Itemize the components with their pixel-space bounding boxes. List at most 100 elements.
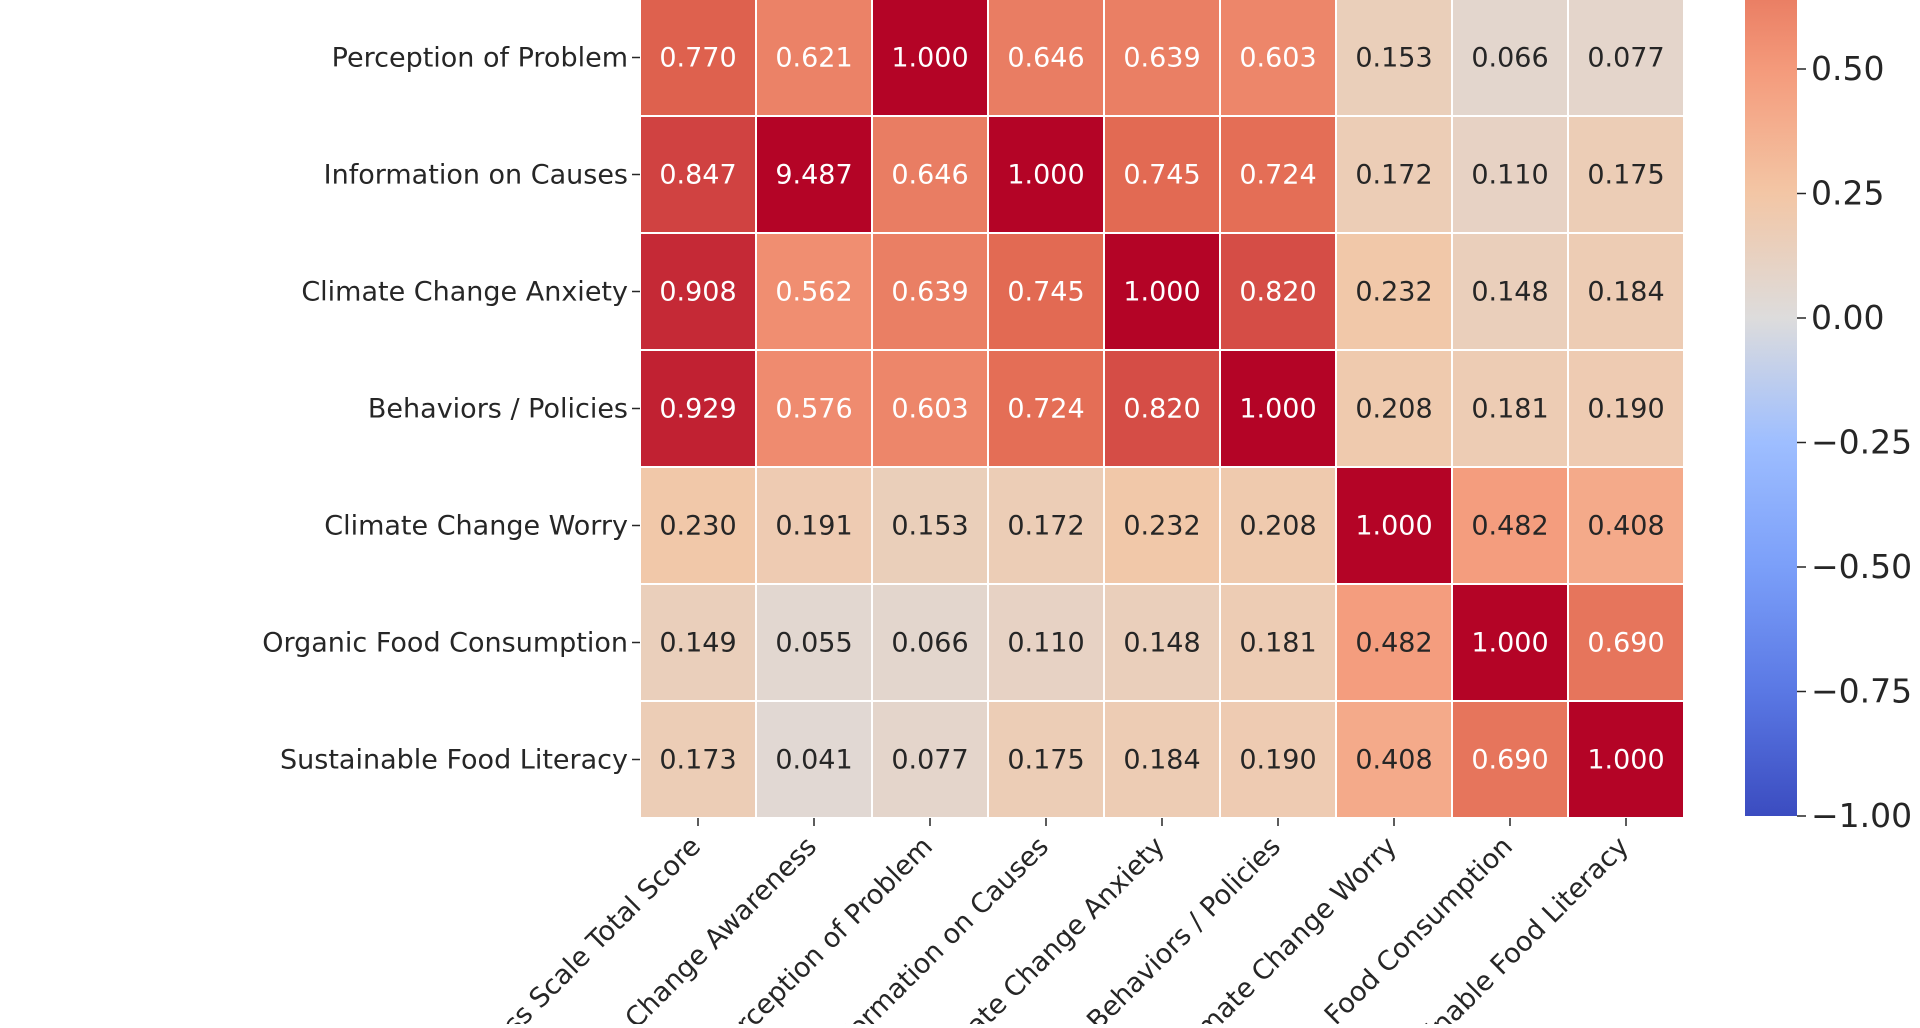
cell-value-label: 0.646	[891, 160, 968, 191]
row-label: Climate Change Anxiety	[301, 277, 628, 308]
cell-value-label: 1.000	[1355, 511, 1432, 542]
heatmap-cell	[1103, 115, 1221, 234]
cell-value-label: 0.562	[775, 277, 852, 308]
cell-value-label: 0.646	[1007, 43, 1084, 74]
row-label: Information on Causes	[324, 160, 628, 191]
heatmap-cell	[755, 583, 873, 702]
heatmap-cell	[1335, 466, 1453, 585]
heatmap-cell	[987, 583, 1105, 702]
colorbar-tick-label: 0.50	[1811, 49, 1884, 88]
cell-value-label: 0.230	[659, 511, 736, 542]
row-label: Organic Food Consumption	[262, 628, 628, 659]
cell-value-label: 0.066	[1471, 43, 1548, 74]
heatmap-cell	[1103, 349, 1221, 468]
column-label: inable Food Literacy	[1420, 831, 1635, 1024]
heatmap-cell	[871, 349, 989, 468]
heatmap-cell	[639, 232, 757, 351]
colorbar-gradient	[1745, 0, 1797, 816]
heatmap-cell	[1335, 700, 1453, 819]
cell-value-label: 0.153	[1355, 43, 1432, 74]
row-label: Perception of Problem	[332, 43, 628, 74]
heatmap-cell	[1567, 466, 1685, 585]
cell-value-label: 0.191	[775, 511, 852, 542]
heatmap-cell	[1219, 466, 1337, 585]
heatmap-cell	[1451, 0, 1569, 117]
heatmap-cell	[871, 115, 989, 234]
cell-value-label: 0.173	[659, 745, 736, 776]
cell-value-label: 0.077	[891, 745, 968, 776]
heatmap-cell	[1567, 0, 1685, 117]
cell-value-label: 0.745	[1123, 160, 1200, 191]
heatmap-cell	[1567, 349, 1685, 468]
heatmap-cell	[987, 115, 1105, 234]
cell-value-label: 0.408	[1587, 511, 1664, 542]
cell-value-label: 0.232	[1123, 511, 1200, 542]
cell-value-label: 0.482	[1355, 628, 1432, 659]
cell-value-label: 0.603	[891, 394, 968, 425]
cell-value-label: 0.077	[1587, 43, 1664, 74]
heatmap-cell	[1219, 0, 1337, 117]
cell-value-label: 0.482	[1471, 511, 1548, 542]
cell-value-label: 0.690	[1471, 745, 1548, 776]
cell-value-label: 0.603	[1239, 43, 1316, 74]
cell-value-label: 0.724	[1239, 160, 1316, 191]
cell-value-label: 0.041	[775, 745, 852, 776]
cell-value-label: 0.181	[1239, 628, 1316, 659]
heatmap-cells: 0.770 0.621 1.000 0.646 0.639 0.603 0.153 0.066…	[639, 0, 1685, 819]
heatmap-cell	[987, 466, 1105, 585]
heatmap-cell	[987, 0, 1105, 117]
heatmap-cell	[639, 0, 757, 117]
cell-value-label: 0.066	[891, 628, 968, 659]
colorbar-tick-label: −0.25	[1811, 423, 1912, 462]
cell-value-label: 0.208	[1355, 394, 1432, 425]
heatmap-cell	[871, 232, 989, 351]
heatmap-cell	[1335, 583, 1453, 702]
cell-value-label: 0.929	[659, 394, 736, 425]
cell-value-label: 0.175	[1587, 160, 1664, 191]
cell-value-label: 1.000	[1239, 394, 1316, 425]
row-labels: Perception of Problem Information on Caus…	[262, 43, 640, 776]
heatmap-cell	[755, 700, 873, 819]
heatmap-cell	[639, 115, 757, 234]
cell-value-label: 0.820	[1123, 394, 1200, 425]
row-label: Behaviors / Policies	[368, 394, 628, 425]
heatmap-cell	[987, 232, 1105, 351]
heatmap-cell	[1103, 700, 1221, 819]
row-label: Sustainable Food Literacy	[280, 745, 628, 776]
cell-value-label: 0.208	[1239, 511, 1316, 542]
cell-value-label: 0.576	[775, 394, 852, 425]
heatmap-cell	[987, 349, 1105, 468]
cell-value-label: 0.055	[775, 628, 852, 659]
heatmap-cell	[871, 700, 989, 819]
cell-value-label: 0.110	[1471, 160, 1548, 191]
cell-value-label: 0.745	[1007, 277, 1084, 308]
cell-value-label: 1.000	[1471, 628, 1548, 659]
cell-value-label: 0.690	[1587, 628, 1664, 659]
cell-value-label: 0.148	[1471, 277, 1548, 308]
colorbar-tick-label: 0.25	[1811, 174, 1884, 213]
cell-value-label: 0.175	[1007, 745, 1084, 776]
heatmap-cell	[1219, 115, 1337, 234]
cell-value-label: 0.153	[891, 511, 968, 542]
heatmap-cell	[639, 349, 757, 468]
cell-value-label: 0.621	[775, 43, 852, 74]
cell-value-label: 0.724	[1007, 394, 1084, 425]
heatmap-cell	[1335, 0, 1453, 117]
cell-value-label: 0.149	[659, 628, 736, 659]
heatmap-cell	[755, 115, 873, 234]
cell-value-label: 0.820	[1239, 277, 1316, 308]
cell-value-label: 0.639	[1123, 43, 1200, 74]
cell-value-label: 0.172	[1007, 511, 1084, 542]
heatmap-cell	[1567, 115, 1685, 234]
heatmap-cell	[755, 0, 873, 117]
heatmap-cell	[1567, 583, 1685, 702]
cell-value-label: 0.184	[1587, 277, 1664, 308]
heatmap-cell	[871, 0, 989, 117]
cell-value-label: 0.172	[1355, 160, 1432, 191]
heatmap-cell	[1103, 0, 1221, 117]
cell-value-label: 1.000	[891, 43, 968, 74]
colorbar-tick-label: −0.50	[1811, 547, 1912, 586]
